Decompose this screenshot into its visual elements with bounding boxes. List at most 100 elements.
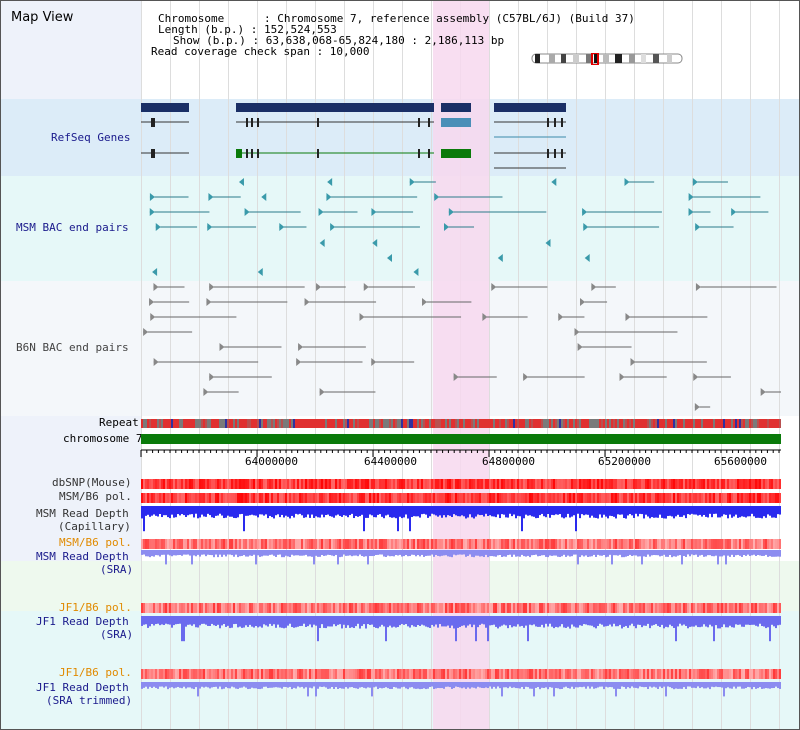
jf1-read-depth-trimmed-bar bbox=[249, 682, 251, 689]
dbsnp-heat-cell bbox=[645, 479, 647, 489]
msm-b6-pol-heat-cell bbox=[409, 493, 411, 503]
msm-b6-pol-heat-cell bbox=[625, 539, 627, 549]
jf1-read-depth-sra-bar bbox=[551, 616, 553, 627]
jf1-read-depth-trimmed-bar bbox=[749, 682, 751, 688]
repeat-block bbox=[537, 419, 539, 428]
jf1-b6-pol-heat-cell bbox=[771, 603, 773, 613]
jf1-b6-pol-heat-cell bbox=[683, 669, 685, 679]
dbsnp-heat-cell bbox=[345, 479, 347, 489]
jf1-b6-pol-heat-cell bbox=[225, 669, 227, 679]
jf1-read-depth-sra-bar bbox=[451, 616, 453, 626]
jf1-b6-pol-heat-cell bbox=[583, 603, 585, 613]
jf1-read-depth-trimmed-bar bbox=[155, 682, 157, 688]
msm-b6-pol-heat-cell bbox=[627, 493, 629, 503]
msm-b6-pol-heat-cell bbox=[773, 493, 775, 503]
jf1-read-depth-trimmed-bar bbox=[463, 682, 465, 688]
repeat-block bbox=[539, 419, 541, 428]
jf1-read-depth-sra-bar bbox=[181, 616, 183, 642]
jf1-b6-pol-heat-cell bbox=[703, 669, 705, 679]
msm-b6-pol-heat-cell bbox=[287, 539, 289, 549]
msm-read-depth-sra-bar bbox=[617, 550, 619, 556]
msm-b6-pol-heat-cell bbox=[407, 493, 409, 503]
msm-read-depth-sra-bar bbox=[471, 550, 473, 557]
jf1-b6-pol-heat-cell bbox=[325, 603, 327, 613]
repeat-block bbox=[629, 419, 631, 428]
jf1-read-depth-sra-bar bbox=[415, 616, 417, 627]
msm-b6-pol-heat-cell bbox=[721, 539, 723, 549]
jf1-read-depth-trimmed-bar bbox=[485, 682, 487, 688]
msm-read-depth-sra-bar bbox=[711, 550, 713, 557]
dbsnp-heat-cell bbox=[467, 479, 469, 489]
jf1-b6-pol-heat-cell bbox=[275, 669, 277, 679]
repeat-block bbox=[617, 419, 619, 428]
dbsnp-heat-cell bbox=[337, 479, 339, 489]
msm-read-depth-sra-bar bbox=[301, 550, 303, 556]
repeat-block bbox=[335, 419, 337, 428]
jf1-read-depth-sra-bar bbox=[497, 616, 499, 629]
jf1-b6-pol-heat-cell bbox=[641, 669, 643, 679]
msm-bac-end-marker bbox=[695, 223, 701, 231]
dbsnp-heat-cell bbox=[219, 479, 221, 489]
msm-read-depth-capillary-bar bbox=[141, 506, 143, 519]
jf1-read-depth-sra-bar bbox=[223, 616, 225, 625]
msm-b6-pol-heat-cell bbox=[381, 539, 383, 549]
msm-read-depth-sra-bar bbox=[445, 550, 447, 556]
jf1-read-depth-trimmed-bar bbox=[745, 682, 747, 689]
jf1-b6-pol-heat-cell bbox=[219, 603, 221, 613]
msm-read-depth-sra-bar bbox=[267, 550, 269, 556]
jf1-read-depth-trimmed-bar bbox=[565, 682, 567, 687]
jf1-b6-pol-heat-cell bbox=[699, 603, 701, 613]
jf1-read-depth-sra-bar bbox=[259, 616, 261, 627]
msm-b6-pol-heat-cell bbox=[641, 493, 643, 503]
msm-read-depth-sra-bar bbox=[165, 550, 167, 565]
jf1-b6-pol-heat-cell bbox=[661, 603, 663, 613]
jf1-read-depth-sra-bar bbox=[309, 616, 311, 625]
jf1-read-depth-sra-bar bbox=[591, 616, 593, 626]
dbsnp-heat-cell bbox=[759, 479, 761, 489]
msm-read-depth-sra-bar bbox=[245, 550, 247, 557]
repeat-block bbox=[771, 419, 773, 428]
repeat-block bbox=[631, 419, 633, 428]
msm-b6-pol-heat-cell bbox=[633, 539, 635, 549]
jf1-read-depth-sra-bar bbox=[301, 616, 303, 626]
msm-b6-pol-heat-cell bbox=[777, 493, 779, 503]
msm-b6-pol-heat-cell bbox=[461, 539, 463, 549]
repeat-block bbox=[171, 419, 173, 428]
jf1-read-depth-trimmed-bar bbox=[731, 682, 733, 689]
msm-read-depth-sra-bar bbox=[665, 550, 667, 557]
repeat-block bbox=[633, 419, 635, 428]
msm-read-depth-sra-bar bbox=[579, 550, 581, 558]
label-msm-bac[interactable]: MSM BAC end pairs bbox=[16, 221, 129, 234]
msm-b6-pol-heat-cell bbox=[305, 539, 307, 549]
label-b6n-bac[interactable]: B6N BAC end pairs bbox=[16, 341, 129, 354]
msm-b6-pol-heat-cell bbox=[509, 493, 511, 503]
chromosome-ideogram[interactable] bbox=[531, 53, 683, 65]
msm-b6-pol-heat-cell bbox=[327, 539, 329, 549]
dbsnp-heat-cell bbox=[395, 479, 397, 489]
msm-read-depth-sra-bar bbox=[767, 550, 769, 557]
jf1-b6-pol-heat-cell bbox=[295, 669, 297, 679]
msm-read-depth-capillary-bar bbox=[705, 506, 707, 517]
msm-b6-pol-heat-cell bbox=[673, 493, 675, 503]
jf1-read-depth-trimmed-bar bbox=[163, 682, 165, 688]
jf1-read-depth-trimmed-bar bbox=[721, 682, 723, 688]
dbsnp-heat-cell bbox=[711, 479, 713, 489]
jf1-b6-pol-heat-cell bbox=[517, 669, 519, 679]
jf1-b6-pol-heat-cell bbox=[303, 603, 305, 613]
jf1-b6-pol-heat-cell bbox=[433, 603, 435, 613]
dbsnp-heat-cell bbox=[383, 479, 385, 489]
label-refseq-genes[interactable]: RefSeq Genes bbox=[51, 131, 131, 144]
msm-b6-pol-heat-cell bbox=[681, 539, 683, 549]
dbsnp-heat-cell bbox=[245, 479, 247, 489]
msm-read-depth-capillary-bar bbox=[551, 506, 553, 515]
jf1-b6-pol-heat-cell bbox=[485, 669, 487, 679]
msm-b6-pol-heat-cell bbox=[431, 493, 433, 503]
jf1-b6-pol-heat-cell bbox=[405, 669, 407, 679]
jf1-b6-pol-heat-cell bbox=[591, 603, 593, 613]
jf1-read-depth-sra-bar bbox=[469, 616, 471, 625]
msm-read-depth-sra-bar bbox=[627, 550, 629, 556]
jf1-read-depth-trimmed-bar bbox=[403, 682, 405, 687]
msm-b6-pol-heat-cell bbox=[729, 493, 731, 503]
jf1-read-depth-trimmed-bar bbox=[645, 682, 647, 688]
jf1-read-depth-trimmed-bar bbox=[317, 682, 319, 689]
